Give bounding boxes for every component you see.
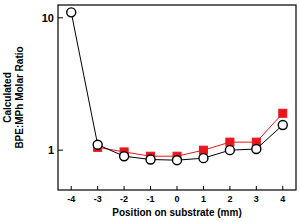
y-tick-label: 10 — [42, 12, 54, 24]
x-tick — [203, 186, 204, 190]
marker — [279, 109, 287, 117]
series-line — [98, 113, 283, 156]
x-tick-label: 1 — [201, 194, 206, 204]
marker — [67, 8, 76, 17]
x-tick-label: -2 — [120, 194, 128, 204]
x-tick — [71, 186, 72, 190]
x-tick-label: 0 — [174, 194, 179, 204]
y-tick — [58, 17, 63, 18]
plot-frame — [58, 5, 296, 190]
series-line — [71, 12, 283, 160]
marker — [146, 155, 155, 164]
x-tick-label: 3 — [254, 194, 259, 204]
marker — [278, 120, 287, 129]
marker — [120, 152, 129, 161]
chart: -4 -3 -2 -1 0 1 2 3 4 1 10 Position on substrate (m… — [0, 0, 300, 222]
x-tick — [282, 186, 283, 190]
x-tick — [177, 186, 178, 190]
x-tick — [229, 186, 230, 190]
x-tick-label: 4 — [280, 194, 285, 204]
y-axis-label-line: Calculated — [2, 72, 13, 123]
x-tick — [256, 186, 257, 190]
plot-area — [67, 8, 288, 165]
y-tick-label: 1 — [48, 144, 54, 156]
x-tick — [124, 186, 125, 190]
x-tick — [150, 186, 151, 190]
x-axis-label: Position on substrate (mm) — [112, 207, 241, 218]
y-axis-label: CalculatedBPE:MPh Molar Ratio — [2, 46, 25, 148]
x-tick-label: -1 — [147, 194, 155, 204]
marker — [173, 156, 182, 165]
marker — [252, 145, 261, 154]
y-tick — [58, 150, 63, 151]
x-tick-label: -3 — [94, 194, 102, 204]
x-tick-label: 2 — [227, 194, 232, 204]
x-tick-label: -4 — [67, 194, 75, 204]
marker — [199, 154, 208, 163]
x-tick — [97, 186, 98, 190]
marker — [226, 138, 234, 146]
marker — [225, 146, 234, 155]
marker — [93, 140, 102, 149]
y-axis-label-line: BPE:MPh Molar Ratio — [14, 46, 25, 148]
marker — [199, 146, 207, 154]
